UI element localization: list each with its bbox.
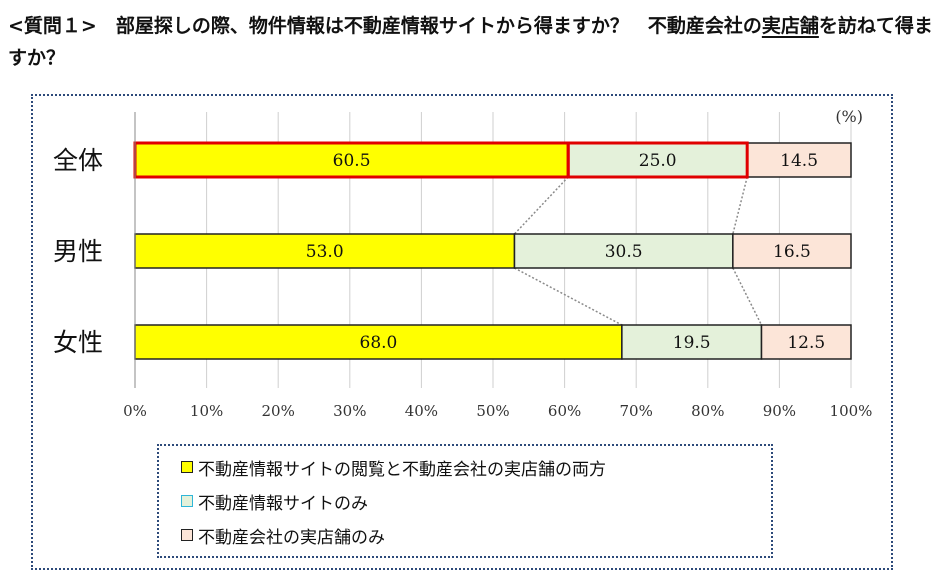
x-tick-label: 30% — [333, 402, 366, 420]
bar-segment — [567, 142, 748, 178]
bar-value-label: 30.5 — [605, 242, 643, 262]
bar-value-label: 68.0 — [360, 333, 398, 353]
x-tick-label: 90% — [763, 402, 796, 420]
x-tick-label: 40% — [405, 402, 438, 420]
x-tick-label: 80% — [691, 402, 724, 420]
x-tick-label: 50% — [476, 402, 509, 420]
chart-frame — [31, 94, 893, 570]
bar-segment — [760, 324, 852, 360]
x-tick-label: 20% — [262, 402, 295, 420]
series-connector-line — [732, 267, 763, 326]
bar-value-label: 12.5 — [787, 333, 825, 353]
bar-segment — [732, 233, 852, 269]
legend-swatch-site-only — [181, 495, 193, 507]
title-tail: を訪ねて得ますか？ — [8, 15, 933, 69]
bar-value-label: 14.5 — [780, 151, 818, 171]
bar-value-label: 25.0 — [639, 151, 677, 171]
x-tick-label: 70% — [620, 402, 653, 420]
unit-label: (%) — [835, 107, 863, 126]
x-tick-label: 100% — [830, 402, 873, 420]
legend-label-store-only: 不動産会社の実店舗のみ — [198, 527, 385, 548]
legend-item-site-only: 不動産情報サイトのみ — [181, 486, 368, 516]
legend: 不動産情報サイトの閲覧と不動産会社の実店舗の両方 不動産情報サイトのみ 不動産会… — [157, 444, 773, 558]
x-tick-label: 60% — [548, 402, 581, 420]
x-tick-label: 0% — [123, 402, 147, 420]
bar-value-label: 60.5 — [333, 151, 371, 171]
series-connector-line — [513, 176, 569, 235]
bar-segment — [134, 142, 569, 178]
bar-segment — [621, 324, 763, 360]
legend-swatch-store-only — [181, 529, 193, 541]
legend-swatch-both — [181, 461, 193, 473]
chart-title: <質問１> 部屋探しの際、物件情報は不動産情報サイトから得ますか？ 不動産会社の… — [8, 10, 933, 74]
highlight-outline — [566, 141, 749, 179]
legend-label-site-only: 不動産情報サイトのみ — [198, 493, 368, 514]
bar-value-label: 19.5 — [673, 333, 711, 353]
legend-label-both: 不動産情報サイトの閲覧と不動産会社の実店舗の両方 — [198, 459, 606, 480]
legend-item-both: 不動産情報サイトの閲覧と不動産会社の実店舗の両方 — [181, 452, 606, 482]
bar-segment — [134, 233, 516, 269]
bar-segment — [134, 324, 623, 360]
category-label: 女性 — [53, 328, 103, 357]
x-tick-label: 10% — [190, 402, 223, 420]
category-label: 男性 — [53, 237, 103, 266]
bar-value-label: 53.0 — [306, 242, 344, 262]
bar-segment — [513, 233, 734, 269]
title-main: <質問１> 部屋探しの際、物件情報は不動産情報サイトから得ますか？ 不動産会社の — [8, 15, 762, 37]
legend-item-store-only: 不動産会社の実店舗のみ — [181, 520, 385, 550]
series-connector-line — [514, 267, 623, 326]
category-label: 全体 — [53, 146, 103, 175]
series-connector-line — [732, 176, 748, 235]
bar-value-label: 16.5 — [773, 242, 811, 262]
title-underlined: 実店舗 — [761, 15, 819, 37]
